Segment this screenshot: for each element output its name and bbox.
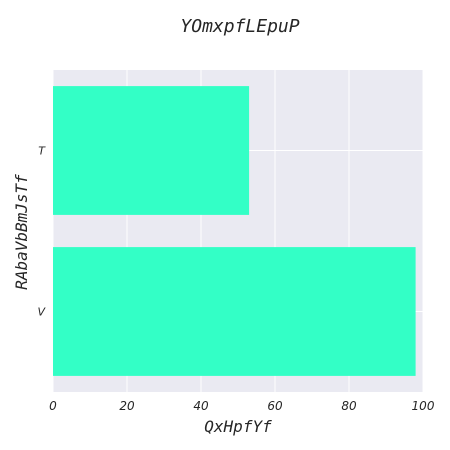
x-tick-label: 20: [119, 399, 135, 413]
x-tick-label: 60: [267, 399, 283, 413]
y-axis-label: RAbaVbBmJsTf: [12, 174, 31, 290]
x-tick-label: 100: [412, 399, 435, 413]
x-tick-label: 40: [193, 399, 209, 413]
bars: [53, 86, 416, 376]
y-tick-labels: VT: [37, 145, 46, 319]
x-axis-label: QxHpfYf: [204, 417, 272, 436]
y-tick-label: V: [37, 306, 46, 319]
x-tick-label: 80: [341, 399, 357, 413]
x-tick-labels: 0 20 40 60 80 100: [49, 399, 435, 413]
bar-V: [53, 247, 416, 376]
y-tick-label: T: [38, 145, 46, 158]
bar-T: [53, 86, 250, 215]
chart-title: YOmxpfLEpuP: [180, 16, 299, 37]
x-tick-label: 0: [49, 399, 57, 413]
